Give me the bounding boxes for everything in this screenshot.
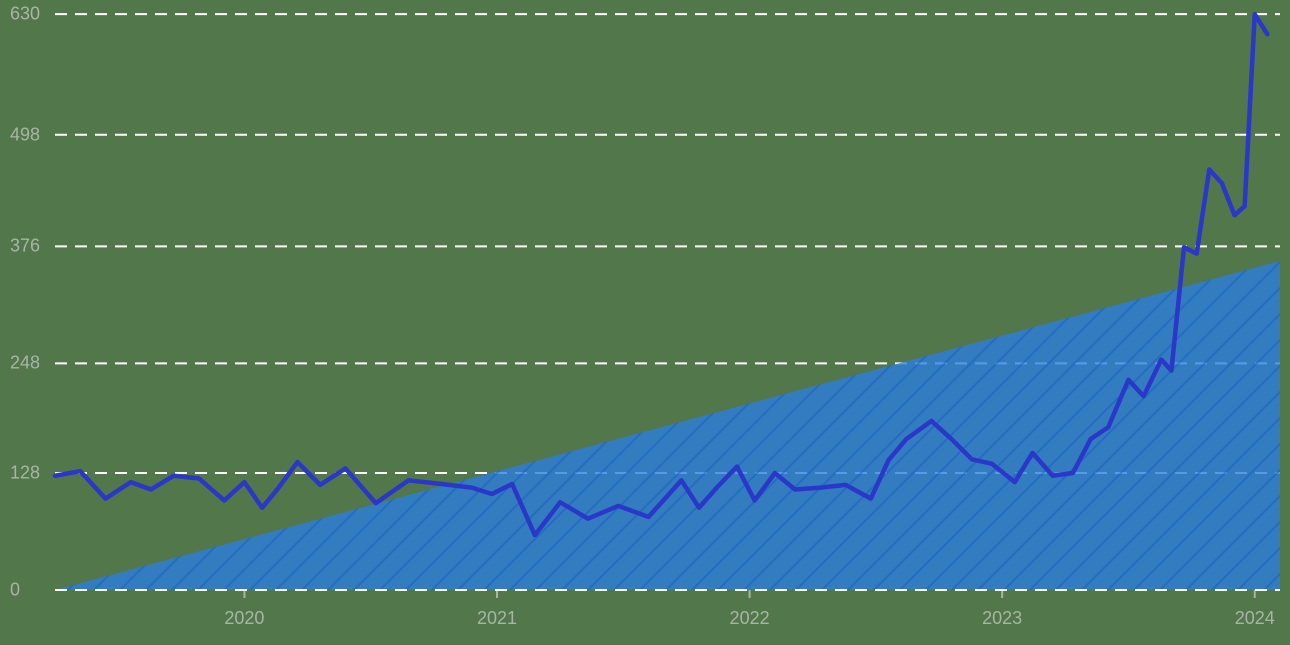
y-tick-label: 128 bbox=[10, 463, 40, 484]
y-tick-label: 248 bbox=[10, 353, 40, 374]
x-tick-label: 2023 bbox=[982, 608, 1022, 629]
x-tick-label: 2021 bbox=[477, 608, 517, 629]
x-tick-label: 2024 bbox=[1235, 608, 1275, 629]
y-tick-label: 630 bbox=[10, 4, 40, 25]
x-tick-label: 2022 bbox=[730, 608, 770, 629]
plot-area bbox=[55, 5, 1280, 590]
y-tick-label: 498 bbox=[10, 124, 40, 145]
y-tick-label: 0 bbox=[10, 580, 20, 601]
area-fill bbox=[55, 261, 1280, 590]
chart-container: 0 128 248 376 498 630 2020 2021 2022 2023 2024 bbox=[0, 0, 1290, 645]
y-tick-label: 376 bbox=[10, 236, 40, 257]
x-tick-label: 2020 bbox=[224, 608, 264, 629]
